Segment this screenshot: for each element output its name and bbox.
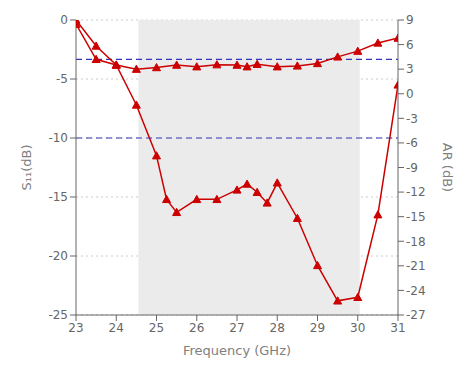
svg-text:-10: -10 [48, 131, 68, 145]
svg-text:27: 27 [229, 321, 244, 335]
svg-text:25: 25 [149, 321, 164, 335]
svg-text:-27: -27 [406, 308, 426, 322]
svg-text:-5: -5 [56, 72, 68, 86]
svg-text:-6: -6 [406, 136, 418, 150]
svg-text:-9: -9 [406, 161, 418, 175]
svg-text:-12: -12 [406, 185, 426, 199]
svg-text:30: 30 [350, 321, 365, 335]
svg-text:-15: -15 [406, 210, 426, 224]
svg-text:-21: -21 [406, 259, 426, 273]
svg-text:S₁₁(dB): S₁₁(dB) [19, 145, 34, 191]
svg-text:28: 28 [270, 321, 285, 335]
svg-text:26: 26 [189, 321, 204, 335]
svg-text:0: 0 [60, 13, 68, 27]
svg-text:-3: -3 [406, 112, 418, 126]
svg-text:-20: -20 [48, 249, 68, 263]
svg-text:0: 0 [406, 87, 414, 101]
svg-text:AR (dB): AR (dB) [440, 143, 455, 192]
svg-text:-18: -18 [406, 235, 426, 249]
svg-text:9: 9 [406, 13, 414, 27]
svg-text:-15: -15 [48, 190, 68, 204]
svg-text:6: 6 [406, 38, 414, 52]
svg-text:-24: -24 [406, 284, 426, 298]
svg-text:24: 24 [109, 321, 124, 335]
svg-text:-25: -25 [48, 308, 68, 322]
svg-text:Frequency (GHz): Frequency (GHz) [183, 343, 291, 358]
svg-text:29: 29 [310, 321, 325, 335]
svg-text:23: 23 [68, 321, 83, 335]
svg-text:31: 31 [390, 321, 405, 335]
svg-text:3: 3 [406, 62, 414, 76]
